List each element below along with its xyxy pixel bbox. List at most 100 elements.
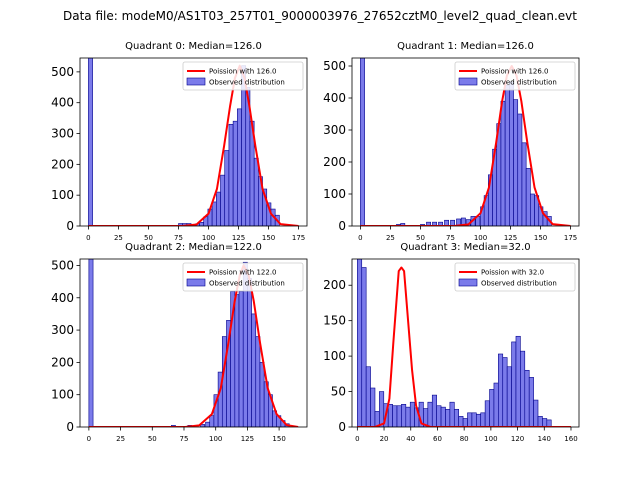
x-tick-label: 50 bbox=[416, 234, 425, 242]
histogram-bar bbox=[432, 221, 437, 226]
histogram-bar bbox=[379, 391, 385, 427]
histogram-bar bbox=[502, 357, 508, 427]
histogram-bar bbox=[88, 259, 94, 427]
quadrant-2-legend: Poission with 122.0 Observed distribution bbox=[182, 262, 304, 292]
histogram-bar bbox=[504, 84, 510, 226]
histogram-bar bbox=[453, 408, 459, 427]
figure-title: Data file: modeM0/AS1T03_257T01_90000039… bbox=[63, 9, 577, 23]
histogram-bar bbox=[525, 168, 531, 226]
histogram-bar bbox=[357, 259, 363, 427]
x-tick-label: 0 bbox=[87, 435, 91, 443]
quadrant-3-panel: Quadrant 3: Median=32.0 0 20 40 60 80 100 120 14… bbox=[323, 242, 580, 443]
legend-bar-swatch bbox=[186, 278, 206, 287]
legend-observed-label: Observed distribution bbox=[209, 280, 285, 288]
histogram-bar bbox=[401, 404, 407, 427]
histogram-bar bbox=[520, 350, 526, 427]
quadrant-0-legend: Poission with 126.0 Observed distribution bbox=[182, 61, 304, 91]
histogram-bar bbox=[205, 421, 211, 427]
histogram-bar bbox=[521, 142, 527, 226]
histogram-bar bbox=[456, 218, 461, 226]
x-tick-label: 125 bbox=[504, 234, 517, 242]
histogram-bar bbox=[88, 58, 93, 226]
legend-frame bbox=[182, 262, 304, 292]
quadrant-3-title: Quadrant 3: Median=32.0 bbox=[400, 242, 530, 253]
histogram-bar bbox=[427, 401, 433, 427]
y-tick-label: 200 bbox=[51, 157, 74, 171]
y-tick-label: 0 bbox=[66, 219, 74, 233]
histogram-bar bbox=[228, 123, 234, 226]
histogram-bar bbox=[405, 406, 411, 427]
plot-frame bbox=[79, 258, 308, 428]
histogram-bar bbox=[211, 201, 217, 226]
histogram-bar bbox=[517, 113, 523, 226]
histogram-bar bbox=[440, 406, 446, 427]
histogram-bar bbox=[220, 174, 226, 226]
y-tick-label: 0 bbox=[338, 420, 346, 434]
x-tick-label: 140 bbox=[538, 435, 551, 443]
histogram-bar bbox=[247, 278, 252, 427]
y-tick-label: 200 bbox=[323, 155, 346, 169]
y-tick-label: 300 bbox=[323, 123, 346, 137]
histogram-bar bbox=[234, 294, 240, 427]
histogram-bar bbox=[221, 336, 227, 427]
quadrant-0-title: Quadrant 0: Median=126.0 bbox=[125, 41, 262, 52]
y-tick-label: 0 bbox=[338, 219, 346, 233]
legend-poisson-label: Poission with 122.0 bbox=[209, 269, 277, 277]
x-tick-label: 175 bbox=[292, 234, 305, 242]
histogram-bar bbox=[513, 99, 519, 226]
legend-frame bbox=[454, 262, 576, 292]
histogram-bar bbox=[489, 389, 495, 427]
y-tick-label: 100 bbox=[323, 349, 346, 363]
x-tick-label: 0 bbox=[86, 234, 90, 242]
quadrant-2-title: Quadrant 2: Median=122.0 bbox=[125, 242, 262, 253]
x-tick-label: 50 bbox=[148, 435, 157, 443]
histogram-bar bbox=[524, 369, 530, 427]
x-tick-label: 75 bbox=[446, 234, 455, 242]
histogram-bar bbox=[445, 408, 451, 427]
histogram-bar bbox=[509, 81, 514, 226]
x-tick-label: 40 bbox=[406, 435, 415, 443]
x-tick-label: 25 bbox=[116, 435, 125, 443]
histogram-bar bbox=[458, 416, 464, 427]
histogram-bar bbox=[471, 412, 477, 427]
histogram-bar bbox=[216, 191, 221, 226]
quadrant-2-panel: Quadrant 2: Median=122.0 0 25 50 75 100 125 150… bbox=[51, 242, 308, 443]
x-tick-label: 50 bbox=[144, 234, 153, 242]
histogram-bar bbox=[449, 401, 455, 427]
histogram-bar bbox=[480, 412, 486, 427]
histogram-bar bbox=[365, 366, 371, 427]
x-tick-label: 0 bbox=[358, 234, 362, 242]
legend-observed-label: Observed distribution bbox=[209, 79, 285, 87]
histogram-bar bbox=[438, 221, 443, 226]
x-tick-label: 100 bbox=[474, 234, 487, 242]
quadrant-1-panel: Quadrant 1: Median=126.0 0 25 50 75 100 125 150… bbox=[323, 41, 580, 242]
x-tick-label: 150 bbox=[262, 234, 275, 242]
y-tick-label: 0 bbox=[66, 420, 74, 434]
quadrant-1-legend: Poission with 126.0 Observed distribution bbox=[454, 61, 576, 91]
x-tick-label: 160 bbox=[564, 435, 577, 443]
x-tick-label: 20 bbox=[380, 435, 389, 443]
legend-poisson-label: Poission with 126.0 bbox=[481, 68, 549, 76]
x-tick-label: 25 bbox=[386, 234, 395, 242]
histogram-bar bbox=[542, 418, 548, 427]
histogram-bar bbox=[530, 193, 535, 226]
plot-frame bbox=[79, 57, 308, 227]
histogram-bar bbox=[546, 419, 552, 427]
x-tick-label: 60 bbox=[433, 435, 442, 443]
histogram-bar bbox=[253, 157, 259, 226]
histogram-bar bbox=[224, 150, 230, 226]
y-tick-label: 100 bbox=[323, 187, 346, 201]
x-tick-label: 120 bbox=[511, 435, 524, 443]
x-tick-label: 125 bbox=[232, 234, 245, 242]
histogram-bar bbox=[533, 399, 539, 427]
y-tick-label: 400 bbox=[323, 91, 346, 105]
y-tick-label: 200 bbox=[323, 278, 346, 292]
legend-poisson-label: Poission with 32.0 bbox=[481, 269, 544, 277]
x-tick-label: 75 bbox=[180, 435, 189, 443]
x-tick-label: 150 bbox=[272, 435, 285, 443]
histogram-bar bbox=[476, 413, 482, 427]
legend-poisson-label: Poission with 126.0 bbox=[209, 68, 277, 76]
histogram-bar bbox=[450, 219, 455, 226]
x-tick-label: 100 bbox=[202, 234, 215, 242]
